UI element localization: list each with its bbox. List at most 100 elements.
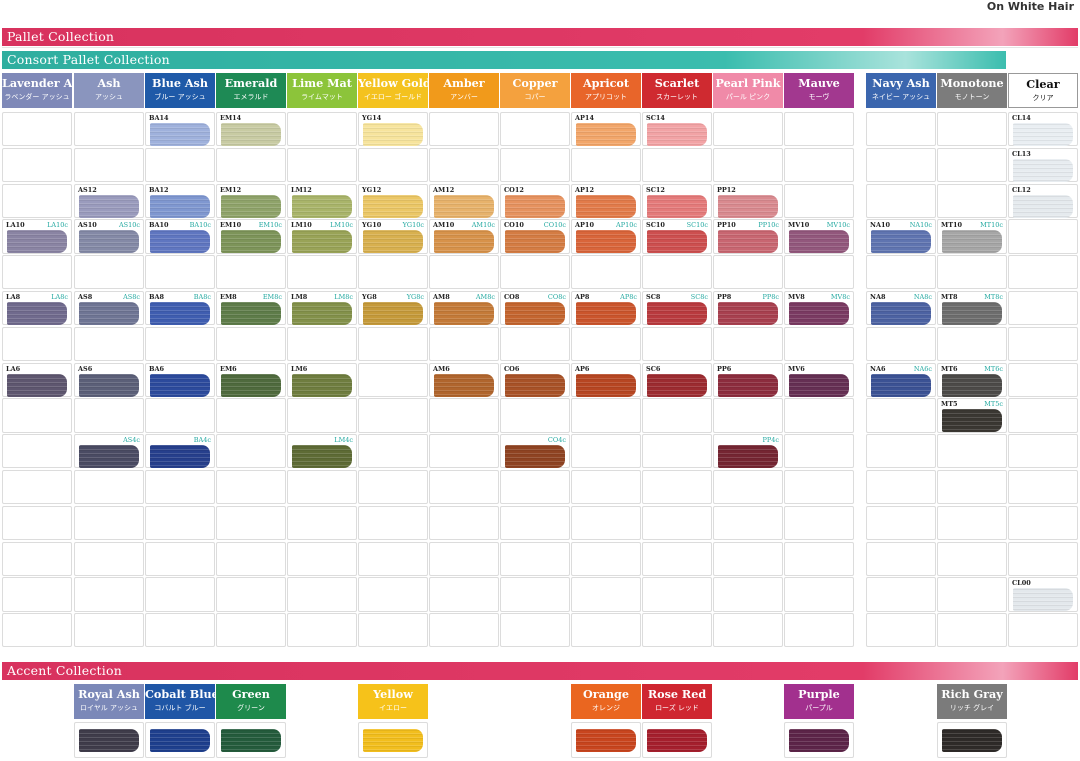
- grid-cell: [571, 398, 641, 433]
- grid-cell: [2, 541, 72, 576]
- grid-cell: [74, 505, 144, 541]
- grid-cell: [642, 398, 712, 433]
- grid-cell: [937, 183, 1007, 218]
- swatch-cell: SC10 SC10c: [642, 219, 712, 254]
- shade-code: BA10: [149, 221, 169, 230]
- grid-cell: [358, 541, 428, 576]
- shade-code: LM6: [291, 364, 308, 373]
- grid-cell: [571, 326, 641, 362]
- grid-cell: [429, 255, 499, 290]
- hair-swatch: [292, 194, 352, 218]
- grid-cell: [358, 362, 428, 397]
- column-header-blue-ash: Blue Ash ブルー アッシュ: [145, 73, 215, 108]
- grid-cell: [145, 541, 215, 576]
- column-header-lavender-ash: Lavender Ash ラベンダー アッシュ: [2, 73, 72, 108]
- hair-swatch: [363, 302, 423, 325]
- grid-cell: [429, 398, 499, 433]
- shade-code: SC12: [646, 185, 665, 194]
- consort-shade-code: LA10c: [47, 221, 68, 230]
- hair-swatch: [292, 302, 352, 325]
- hair-swatch: [942, 373, 1002, 397]
- grid-cell: [1008, 219, 1078, 254]
- hair-swatch: [292, 230, 352, 254]
- swatch-cell: EM12: [216, 183, 286, 218]
- grid-cell: [358, 255, 428, 290]
- accent-header-green: Green グリーン: [216, 684, 286, 719]
- grid-cell: [1008, 326, 1078, 362]
- hair-swatch: [79, 194, 139, 218]
- grid-cell: [784, 577, 854, 612]
- swatch-cell: CO12: [500, 183, 570, 218]
- column-header-label: Pearl Pink: [715, 76, 781, 90]
- consort-shade-code: AP10c: [616, 221, 637, 230]
- shade-code: CL14: [1012, 114, 1031, 122]
- accent-header-label: Royal Ash: [78, 687, 140, 701]
- grid-cell: [1008, 291, 1078, 326]
- grid-cell: [1008, 434, 1078, 469]
- column-header-label: Mauve: [798, 76, 840, 90]
- hair-swatch: [789, 302, 849, 325]
- grid-cell: [429, 147, 499, 183]
- grid-cell: [429, 470, 499, 505]
- column-header-label: Apricot: [582, 76, 630, 90]
- consort-shade-code: AS10c: [118, 221, 140, 230]
- swatch-cell: CL00: [1008, 577, 1078, 612]
- shade-code: AM12: [433, 185, 455, 194]
- swatch-cell: PP8 PP8c: [713, 291, 783, 326]
- grid-cell: [429, 505, 499, 541]
- accent-header-rose-red: Rose Red ローズ レッド: [642, 684, 712, 719]
- hair-swatch: [576, 373, 636, 397]
- grid-cell: [784, 541, 854, 576]
- accent-header-label: Purple: [798, 687, 840, 701]
- hair-swatch: [576, 194, 636, 218]
- shade-code: PP6: [717, 364, 732, 373]
- grid-cell: [145, 613, 215, 648]
- hair-swatch: [79, 445, 139, 469]
- grid-cell: [571, 434, 641, 469]
- hair-swatch: [79, 302, 139, 325]
- consort-shade-code: EM10c: [258, 221, 282, 230]
- swatch-cell: CO10 CO10c: [500, 219, 570, 254]
- shade-code: AP14: [575, 114, 594, 122]
- hair-swatch: [434, 230, 494, 254]
- swatch-cell: AS6: [74, 362, 144, 397]
- swatch-cell: EM6: [216, 362, 286, 397]
- shade-code: MT6: [941, 364, 958, 373]
- column-header-label-jp: ラベンダー アッシュ: [4, 93, 70, 101]
- swatch-cell: PP12: [713, 183, 783, 218]
- hair-swatch: [505, 230, 565, 254]
- grid-cell: [937, 577, 1007, 612]
- swatch-cell: AP14: [571, 112, 641, 147]
- hair-swatch: [434, 194, 494, 218]
- hair-swatch: [221, 373, 281, 397]
- swatch-cell: MT8 MT8c: [937, 291, 1007, 326]
- swatch-cell: AS12: [74, 183, 144, 218]
- grid-cell: [713, 541, 783, 576]
- consort-shade-code: MV10c: [826, 221, 850, 230]
- accent-header-label-jp: イエロー: [379, 704, 407, 712]
- grid-cell: [74, 112, 144, 147]
- grid-cell: [2, 112, 72, 147]
- accent-header-label-jp: リッチ グレイ: [949, 704, 995, 712]
- swatch-cell: AS8 AS8c: [74, 291, 144, 326]
- swatch-cell: CO4c: [500, 434, 570, 469]
- grid-cell: [937, 326, 1007, 362]
- grid-cell: [2, 326, 72, 362]
- column-header-pearl-pink: Pearl Pink パール ピンク: [713, 73, 783, 108]
- grid-cell: [287, 470, 357, 505]
- hair-swatch: [718, 302, 778, 325]
- grid-cell: [358, 326, 428, 362]
- shade-code: CO12: [504, 185, 524, 194]
- swatch-cell: NA10 NA10c: [866, 219, 936, 254]
- grid-cell: [642, 326, 712, 362]
- hair-swatch: [79, 729, 139, 752]
- shade-code: AP10: [575, 221, 594, 230]
- accent-swatch-cell: [784, 722, 854, 758]
- grid-cell: [866, 255, 936, 290]
- grid-cell: [937, 541, 1007, 576]
- hair-swatch: [789, 230, 849, 254]
- grid-cell: [713, 147, 783, 183]
- consort-shade-code: BA10c: [189, 221, 211, 230]
- grid-cell: [74, 255, 144, 290]
- hair-swatch: [7, 373, 67, 397]
